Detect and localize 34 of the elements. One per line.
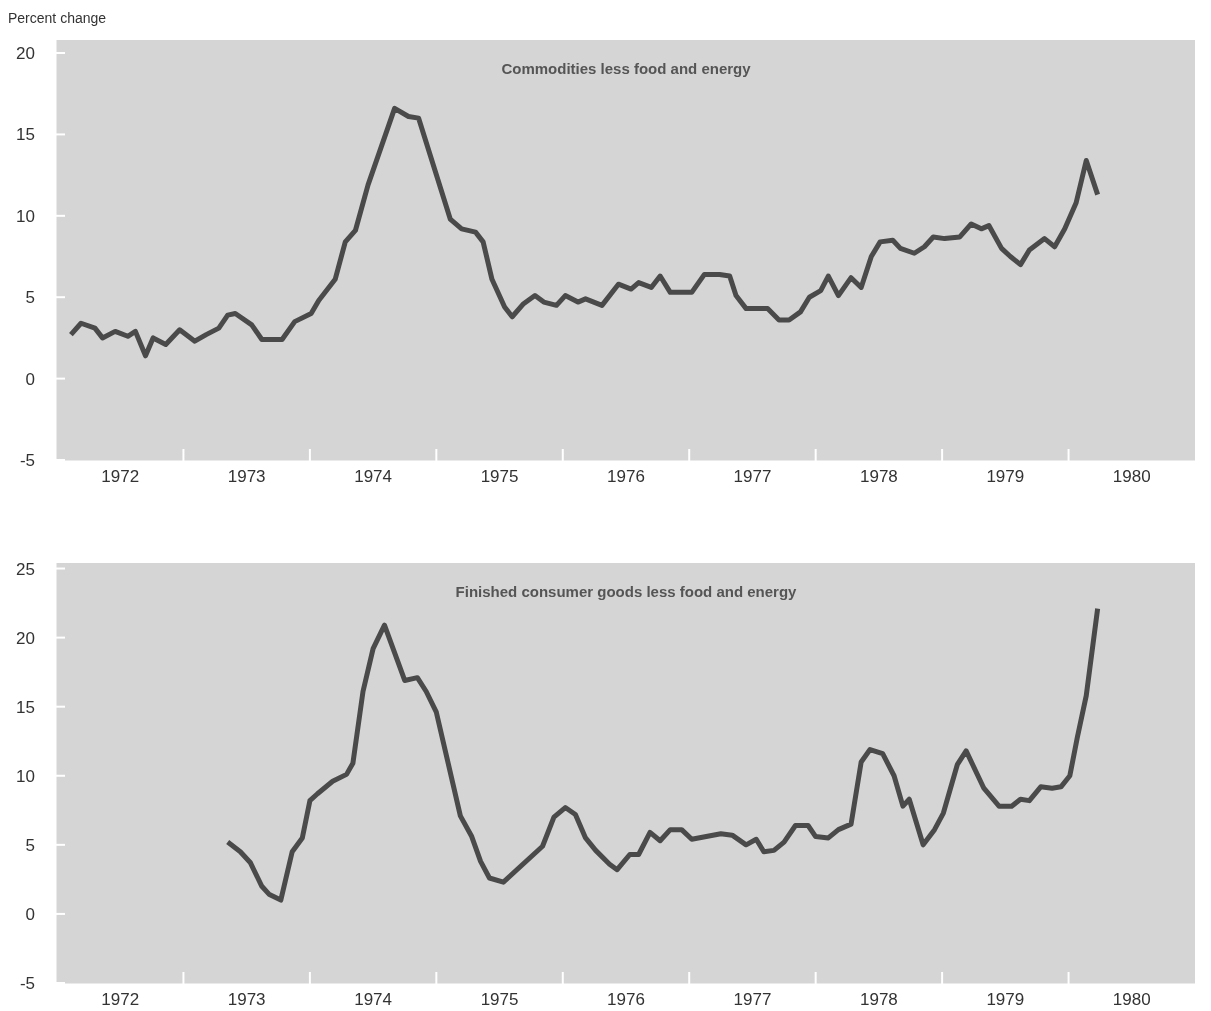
y-tick-label: 0 bbox=[25, 369, 35, 389]
x-tick-label: 1979 bbox=[986, 990, 1025, 1009]
x-tick-label: 1979 bbox=[986, 467, 1025, 486]
x-tick-label: 1973 bbox=[227, 990, 266, 1009]
text: Finished consumer goods less food and energy bbox=[454, 583, 798, 600]
x-tick-label: 1974 bbox=[354, 467, 393, 486]
x-tick-label: 1976 bbox=[607, 990, 645, 1009]
x-tick-label: 1975 bbox=[480, 990, 519, 1009]
y-axis-title: Percent change bbox=[8, 10, 107, 26]
y-tick-label: 25 bbox=[16, 559, 35, 579]
x-tick-label: 1980 bbox=[1112, 990, 1151, 1009]
y-tick-label: 5 bbox=[25, 835, 35, 855]
y-tick-label: -5 bbox=[19, 974, 35, 993]
y-tick-label: 0 bbox=[25, 904, 35, 924]
x-tick-label: 1973 bbox=[227, 467, 266, 486]
x-tick-label: 1978 bbox=[859, 990, 898, 1009]
x-tick-label: 1972 bbox=[101, 990, 140, 1009]
y-tick-label: 15 bbox=[16, 125, 35, 145]
x-tick-label: 1976 bbox=[607, 467, 645, 486]
x-tick-label: 1975 bbox=[480, 467, 519, 486]
y-tick-label: 5 bbox=[25, 288, 35, 308]
x-tick-label: 1977 bbox=[733, 467, 772, 486]
x-tick-label: 1978 bbox=[859, 467, 898, 486]
x-tick-label: 1972 bbox=[101, 467, 140, 486]
y-tick-label: 10 bbox=[16, 766, 35, 786]
y-tick-label: -5 bbox=[19, 451, 35, 470]
x-tick-label: 1977 bbox=[733, 990, 772, 1009]
y-tick-label: 20 bbox=[16, 628, 35, 648]
x-tick-label: 1980 bbox=[1112, 467, 1151, 486]
y-tick-label: 10 bbox=[16, 206, 35, 226]
y-tick-label: 15 bbox=[16, 697, 35, 717]
text: Commodities less food and energy bbox=[500, 60, 752, 77]
x-tick-label: 1974 bbox=[354, 990, 393, 1009]
y-tick-label: 20 bbox=[16, 44, 35, 64]
